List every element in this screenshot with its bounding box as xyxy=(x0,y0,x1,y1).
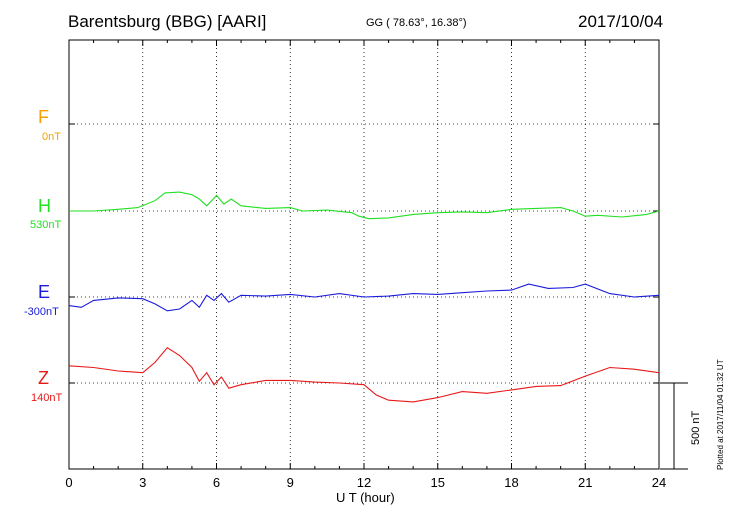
x-tick-label: 0 xyxy=(65,475,72,490)
baseline-label-h: 530nT xyxy=(30,219,62,231)
series-line-e xyxy=(68,283,660,312)
x-tick-label: 12 xyxy=(357,475,371,490)
date-label: 2017/10/04 xyxy=(578,12,664,31)
x-tick-label: 9 xyxy=(287,475,294,490)
baseline-label-e: -300nT xyxy=(24,306,59,318)
x-tick-label: 21 xyxy=(578,475,592,490)
x-tick-label: 15 xyxy=(431,475,445,490)
x-tick-label: 6 xyxy=(213,475,220,490)
station-coordinates: GG ( 78.63°, 16.38°) xyxy=(366,17,467,29)
series-line-h xyxy=(69,191,660,220)
component-label-h: H xyxy=(38,196,51,216)
x-tick-label: 3 xyxy=(139,475,146,490)
component-label-f: F xyxy=(38,107,49,127)
component-label-e: E xyxy=(38,282,51,302)
component-label-z: Z xyxy=(38,368,49,388)
x-axis-label: U T (hour) xyxy=(336,490,395,505)
station-title: Barentsburg (BBG) [AARI] xyxy=(68,12,267,31)
x-tick-label: 24 xyxy=(652,475,666,490)
x-tick-label: 18 xyxy=(504,475,518,490)
baseline-label-f: 0nT xyxy=(42,131,61,143)
series-line-z xyxy=(68,346,660,403)
baseline-label-z: 140nT xyxy=(31,392,63,404)
